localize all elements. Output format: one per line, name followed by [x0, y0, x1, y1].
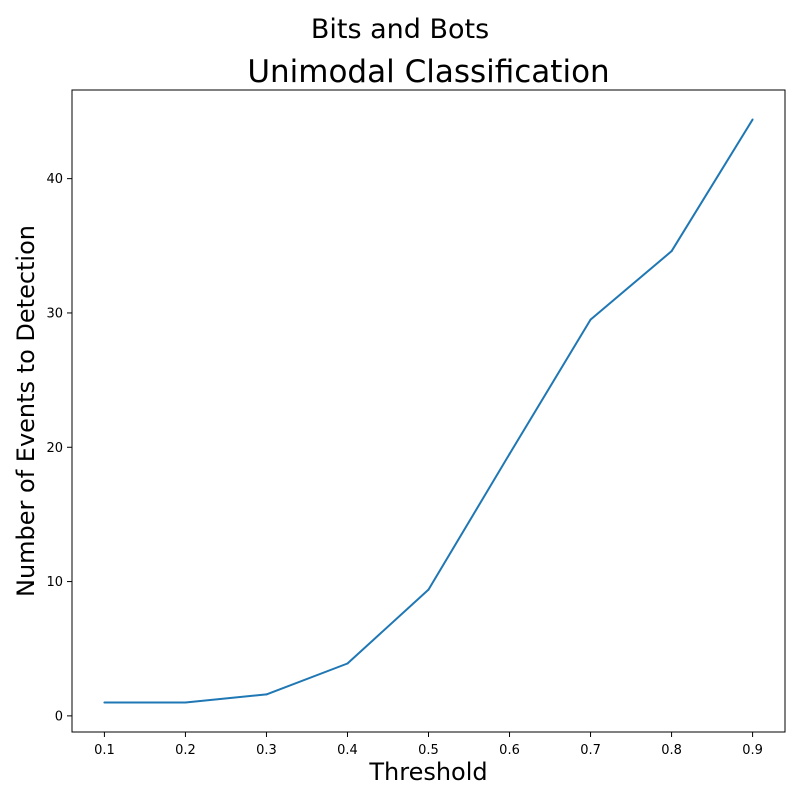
data-point: [184, 701, 187, 704]
y-tick-label: 0: [55, 709, 63, 724]
y-tick-label: 30: [46, 306, 63, 321]
data-point: [670, 250, 673, 253]
x-tick-label: 0.2: [175, 743, 196, 758]
data-point: [103, 701, 106, 704]
x-tick-label: 0.6: [499, 743, 520, 758]
plot-frame: [71, 89, 786, 733]
y-tick-label: 20: [46, 441, 63, 456]
y-tick-label: 40: [46, 172, 63, 187]
x-tick-label: 0.9: [742, 743, 763, 758]
data-point: [427, 588, 430, 591]
y-axis-label: Number of Events to Detection: [12, 225, 40, 597]
x-tick-label: 0.7: [580, 743, 601, 758]
data-point: [346, 662, 349, 665]
series-line: [104, 119, 754, 704]
x-axis-label: Threshold: [368, 758, 487, 786]
x-tick-label: 0.5: [418, 743, 439, 758]
y-tick-label: 10: [46, 575, 63, 590]
data-point: [589, 318, 592, 321]
chart-title: Unimodal Classification: [247, 54, 609, 90]
data-point: [508, 452, 511, 455]
figure-suptitle: Bits and Bots: [311, 14, 489, 45]
series-layer: [103, 118, 754, 704]
x-tick-label: 0.4: [337, 743, 358, 758]
data-point: [265, 693, 268, 696]
axis-ticks: 0.1 0.2 0.3 0.4 0.5 0.6 0.7 0.8 0.9 0 10 20 30 40: [46, 172, 762, 758]
x-tick-label: 0.8: [661, 743, 682, 758]
x-tick-label: 0.1: [94, 743, 115, 758]
data-point: [751, 118, 754, 121]
x-tick-label: 0.3: [256, 743, 277, 758]
